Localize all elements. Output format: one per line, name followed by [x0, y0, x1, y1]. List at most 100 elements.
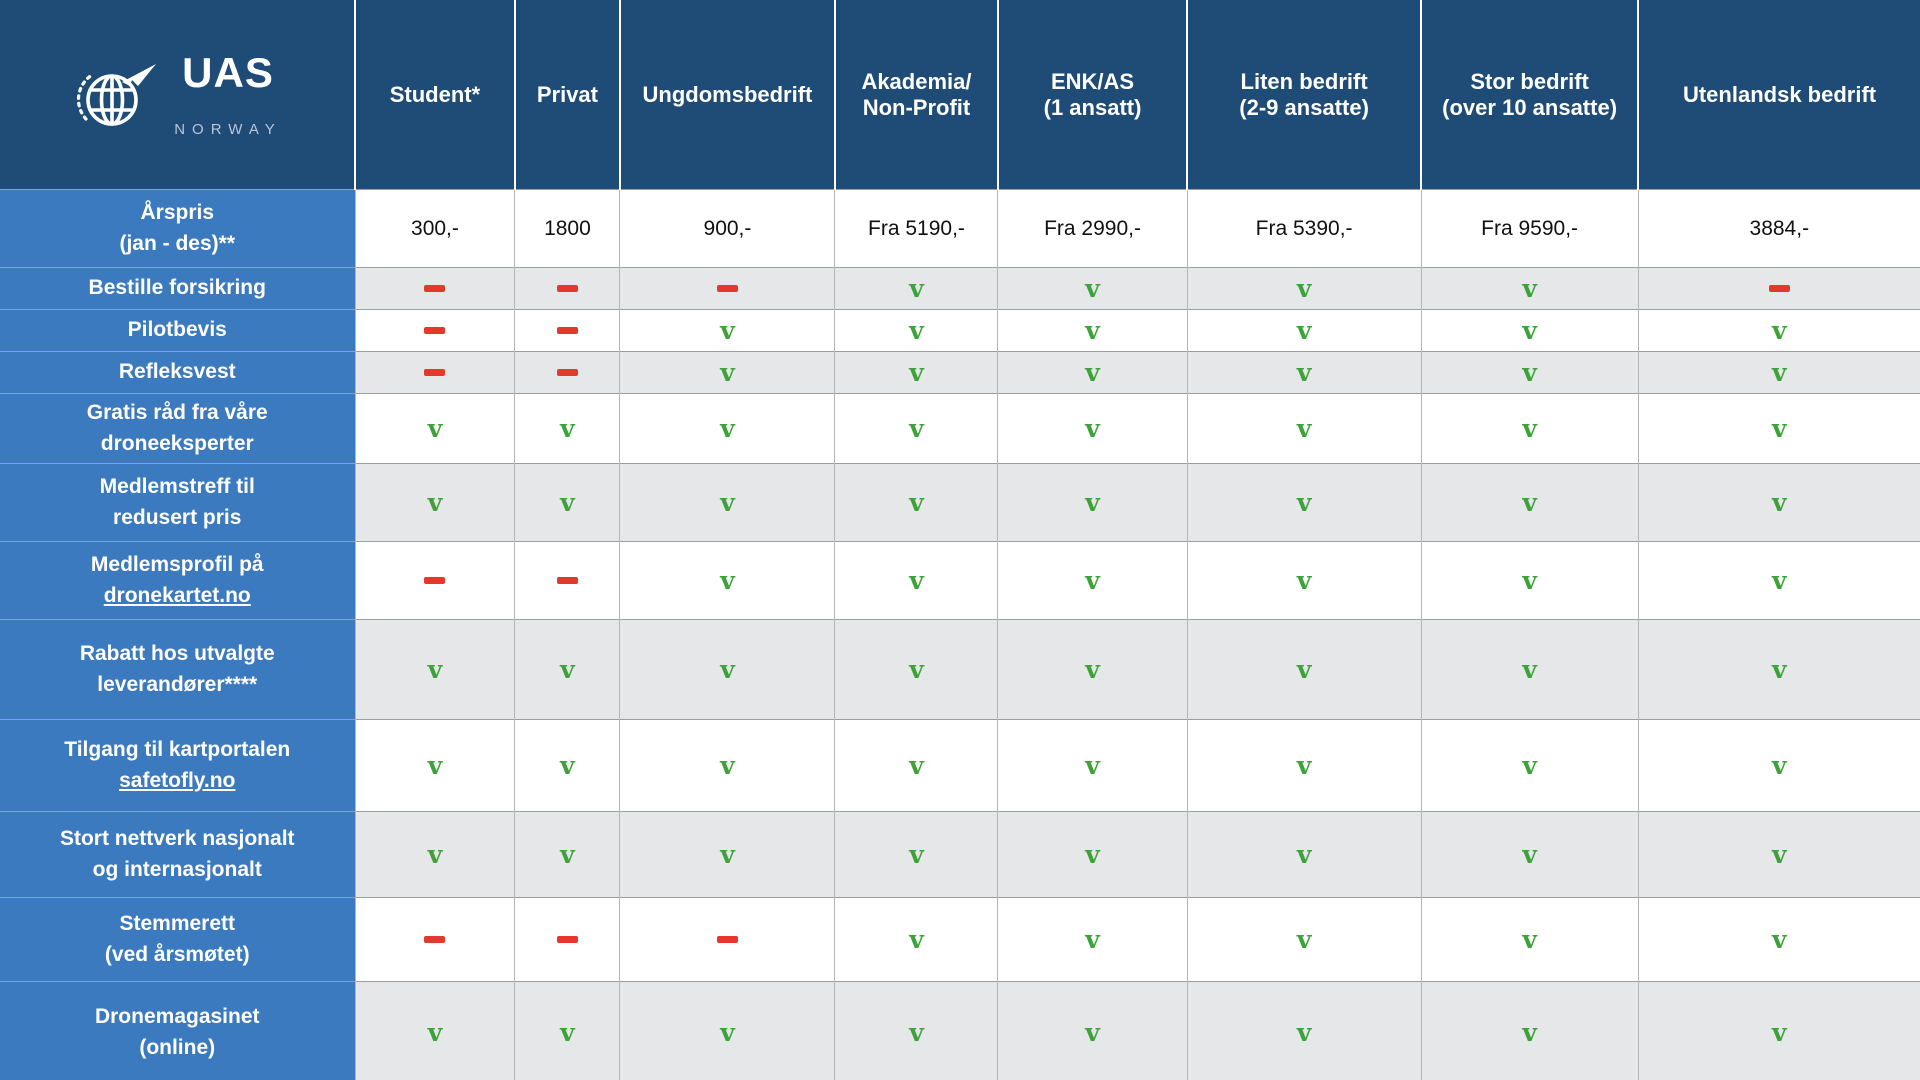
cell-medlemsprofil-akademia-non-profit: v — [834, 541, 998, 620]
cell-pilotbevis-akademia-non-profit: v — [834, 309, 998, 352]
cell-stort-nettverk-student: v — [354, 811, 515, 898]
cell-arspris-stor-bedrift: Fra 9590,- — [1420, 189, 1639, 268]
checkmark-yes-icon: v — [560, 751, 575, 780]
row-label-line: droneeksperter — [100, 431, 254, 455]
cell-stort-nettverk-utenlandsk-bedrift: v — [1637, 811, 1920, 898]
row-label-line: Pilotbevis — [127, 318, 227, 342]
checkmark-yes-icon: v — [720, 414, 735, 443]
cell-medlemstreff-liten-bedrift: v — [1186, 463, 1422, 542]
header-row: UAS NORWAY Student* Privat Ungdomsbedrift A… — [0, 0, 1920, 190]
column-header-enk-as: ENK/AS (1 ansatt) — [996, 0, 1188, 190]
cell-bestille-forsikring-ungdomsbedrift — [619, 267, 835, 310]
row-label-medlemsprofil: Medlemsprofil på dronekartet.no — [0, 541, 355, 620]
checkmark-yes-icon: v — [909, 1018, 924, 1047]
cell-pilotbevis-utenlandsk-bedrift: v — [1637, 309, 1920, 352]
cell-medlemstreff-student: v — [354, 463, 515, 542]
cell-bestille-forsikring-student — [354, 267, 515, 310]
cell-bestille-forsikring-liten-bedrift: v — [1186, 267, 1422, 310]
checkmark-yes-icon: v — [560, 840, 575, 869]
dash-no-icon — [424, 577, 446, 585]
cell-refleksvest-utenlandsk-bedrift: v — [1637, 351, 1920, 394]
table-row-medlemsprofil: Medlemsprofil på dronekartet.no v v v v v v — [0, 541, 1920, 620]
cell-medlemsprofil-enk-as: v — [997, 541, 1188, 620]
cell-pilotbevis-liten-bedrift: v — [1186, 309, 1422, 352]
checkmark-yes-icon: v — [909, 925, 924, 954]
cell-medlemstreff-utenlandsk-bedrift: v — [1637, 463, 1920, 542]
row-label-line: og internasjonalt — [92, 857, 262, 881]
medlemsprofil-link[interactable]: dronekartet.no — [103, 583, 251, 607]
checkmark-yes-icon: v — [1296, 751, 1312, 780]
checkmark-yes-icon: v — [1085, 488, 1100, 517]
row-label-tilgang-kartportalen: Tilgang til kartportalen safetofly.no — [0, 719, 355, 812]
checkmark-yes-icon: v — [1085, 566, 1100, 595]
checkmark-yes-icon: v — [1522, 566, 1537, 595]
row-label-refleksvest: Refleksvest — [0, 351, 355, 394]
cell-medlemstreff-privat: v — [514, 463, 620, 542]
cell-stort-nettverk-stor-bedrift: v — [1420, 811, 1639, 898]
cell-stemmerett-liten-bedrift: v — [1186, 897, 1422, 982]
row-label-gratis-rad: Gratis råd fra våre droneeksperter — [0, 393, 355, 464]
cell-dronemagasinet-enk-as: v — [997, 981, 1188, 1080]
checkmark-yes-icon: v — [1522, 358, 1537, 387]
dash-no-icon — [424, 936, 446, 944]
tilgang-kartportalen-link[interactable]: safetofly.no — [119, 768, 236, 792]
cell-gratis-rad-akademia-non-profit: v — [834, 393, 998, 464]
cell-pilotbevis-student — [354, 309, 515, 352]
cell-bestille-forsikring-privat — [514, 267, 620, 310]
checkmark-yes-icon: v — [909, 274, 924, 303]
checkmark-yes-icon: v — [1522, 925, 1537, 954]
cell-bestille-forsikring-stor-bedrift: v — [1420, 267, 1639, 310]
table-row-stort-nettverk: Stort nettverk nasjonalt og internasjonal… — [0, 811, 1920, 898]
row-label-line: Gratis råd fra våre — [86, 401, 268, 425]
row-label-line: Stemmerett — [119, 912, 236, 936]
checkmark-yes-icon: v — [560, 414, 575, 443]
uas-norway-globe-logo-icon — [72, 30, 160, 160]
checkmark-yes-icon: v — [1772, 316, 1787, 345]
cell-rabatt-ungdomsbedrift: v — [619, 619, 835, 720]
table-row-pilotbevis: Pilotbevis v v v v v v — [0, 309, 1920, 352]
cell-stemmerett-student — [354, 897, 515, 982]
checkmark-yes-icon: v — [1772, 840, 1787, 869]
checkmark-yes-icon: v — [1772, 414, 1787, 443]
row-label-line: (ved årsmøtet) — [104, 942, 250, 966]
table-row-stemmerett: Stemmerett (ved årsmøtet) v v v v v — [0, 897, 1920, 982]
cell-pilotbevis-enk-as: v — [997, 309, 1188, 352]
checkmark-yes-icon: v — [1296, 840, 1312, 869]
checkmark-yes-icon: v — [1085, 316, 1100, 345]
cell-stemmerett-privat — [514, 897, 620, 982]
row-label-arspris: Årspris (jan - des)** — [0, 189, 355, 268]
cell-refleksvest-liten-bedrift: v — [1186, 351, 1422, 394]
cell-bestille-forsikring-utenlandsk-bedrift — [1637, 267, 1920, 310]
row-label-dronemagasinet: Dronemagasinet (online) — [0, 981, 355, 1080]
cell-stemmerett-utenlandsk-bedrift: v — [1637, 897, 1920, 982]
cell-rabatt-akademia-non-profit: v — [834, 619, 998, 720]
cell-stort-nettverk-liten-bedrift: v — [1186, 811, 1422, 898]
cell-refleksvest-ungdomsbedrift: v — [619, 351, 835, 394]
table-row-tilgang-kartportalen: Tilgang til kartportalen safetofly.no v v v v… — [0, 719, 1920, 812]
checkmark-yes-icon: v — [1522, 316, 1537, 345]
checkmark-yes-icon: v — [1772, 655, 1787, 684]
checkmark-yes-icon: v — [1522, 751, 1537, 780]
cell-stemmerett-ungdomsbedrift — [619, 897, 835, 982]
checkmark-yes-icon: v — [909, 840, 924, 869]
cell-arspris-enk-as: Fra 2990,- — [997, 189, 1188, 268]
checkmark-yes-icon: v — [427, 414, 443, 443]
row-label-bestille-forsikring: Bestille forsikring — [0, 267, 355, 310]
row-label-line: leverandører**** — [97, 672, 258, 696]
checkmark-yes-icon: v — [1772, 751, 1787, 780]
checkmark-yes-icon: v — [1772, 566, 1787, 595]
cell-dronemagasinet-akademia-non-profit: v — [834, 981, 998, 1080]
cell-refleksvest-akademia-non-profit: v — [834, 351, 998, 394]
checkmark-yes-icon: v — [427, 751, 443, 780]
checkmark-yes-icon: v — [720, 751, 735, 780]
cell-gratis-rad-enk-as: v — [997, 393, 1188, 464]
cell-arspris-liten-bedrift: Fra 5390,- — [1186, 189, 1422, 268]
cell-dronemagasinet-student: v — [354, 981, 515, 1080]
cell-gratis-rad-utenlandsk-bedrift: v — [1637, 393, 1920, 464]
checkmark-yes-icon: v — [1772, 358, 1787, 387]
checkmark-yes-icon: v — [1522, 274, 1537, 303]
cell-medlemsprofil-liten-bedrift: v — [1186, 541, 1422, 620]
cell-medlemsprofil-ungdomsbedrift: v — [619, 541, 835, 620]
checkmark-yes-icon: v — [720, 840, 735, 869]
